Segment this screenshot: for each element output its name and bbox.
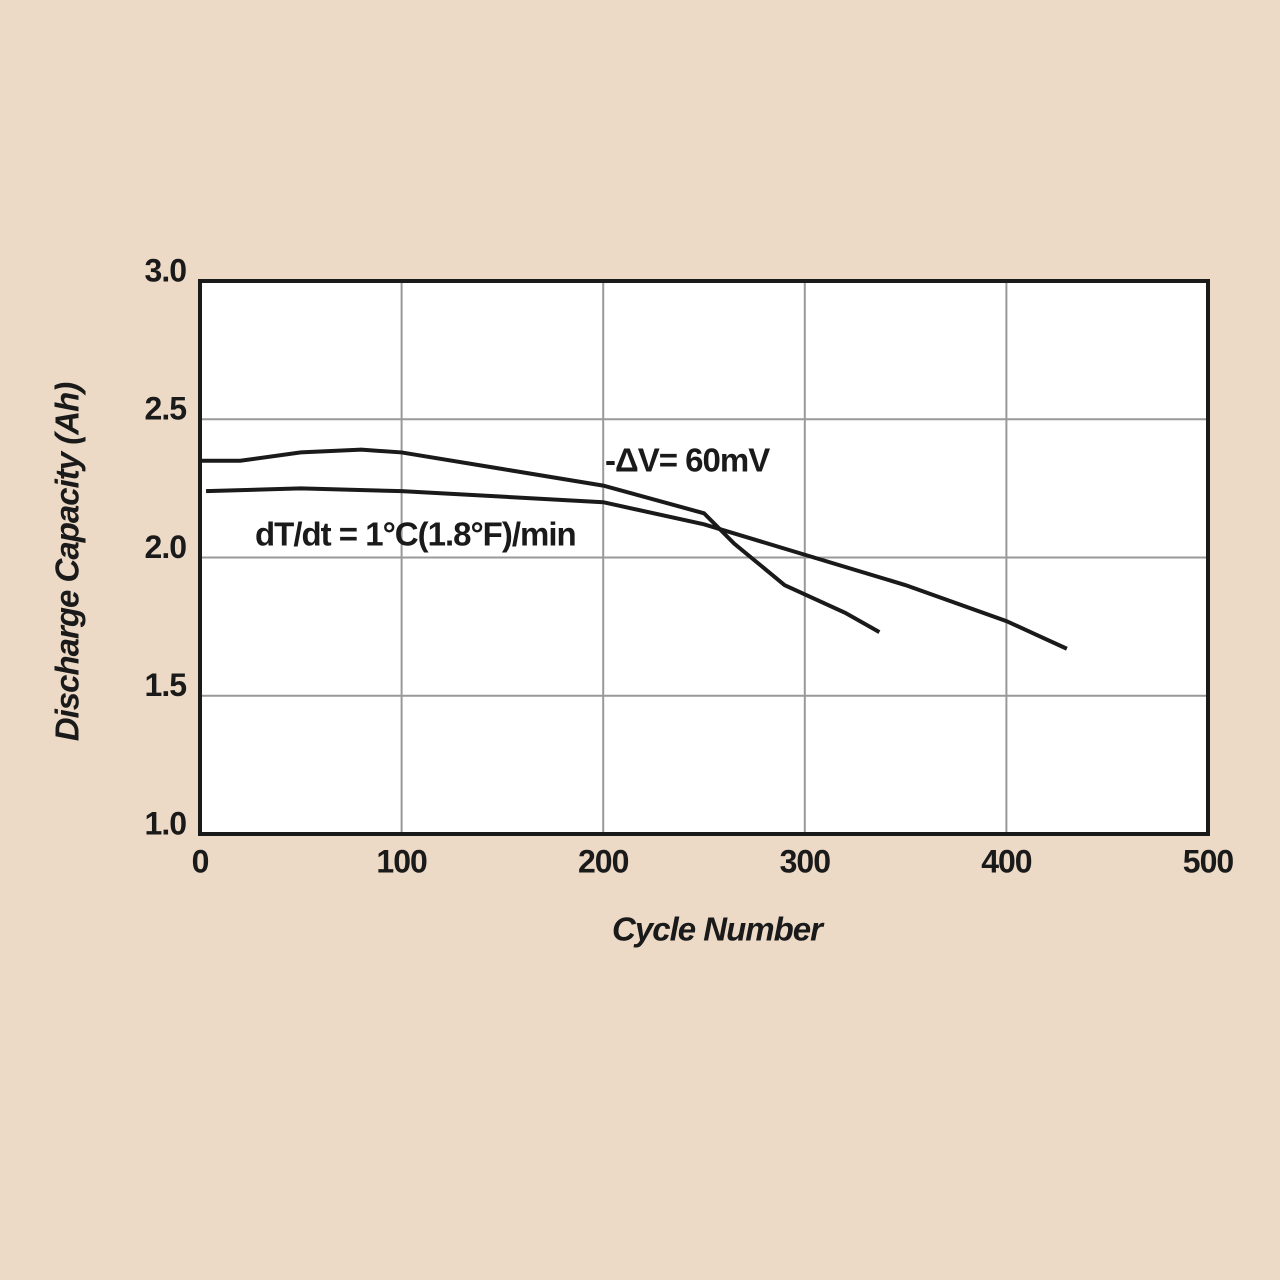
y-tick-label: 2.0 xyxy=(145,529,187,565)
x-tick-label: 400 xyxy=(981,843,1032,879)
y-axis-title: Discharge Capacity (Ah) xyxy=(49,382,86,741)
y-tick-label: 2.5 xyxy=(145,391,187,427)
x-axis-title: Cycle Number xyxy=(612,911,825,948)
data-line xyxy=(205,486,1068,651)
x-tick-label: 300 xyxy=(780,843,831,879)
x-tick-label: 100 xyxy=(376,843,427,879)
x-tick-label: 500 xyxy=(1183,843,1234,879)
x-tick-label: 0 xyxy=(192,843,209,879)
y-tick-label: 3.0 xyxy=(145,252,187,288)
y-tick-label: 1.0 xyxy=(145,805,187,841)
series-label: dT/dt = 1°C(1.8°F)/min xyxy=(255,516,576,553)
plot-frame xyxy=(198,279,1210,836)
series-label: -ΔV= 60mV xyxy=(605,442,770,479)
y-tick-label: 1.5 xyxy=(145,667,187,703)
data-line xyxy=(200,447,881,634)
x-tick-label: 200 xyxy=(578,843,629,879)
